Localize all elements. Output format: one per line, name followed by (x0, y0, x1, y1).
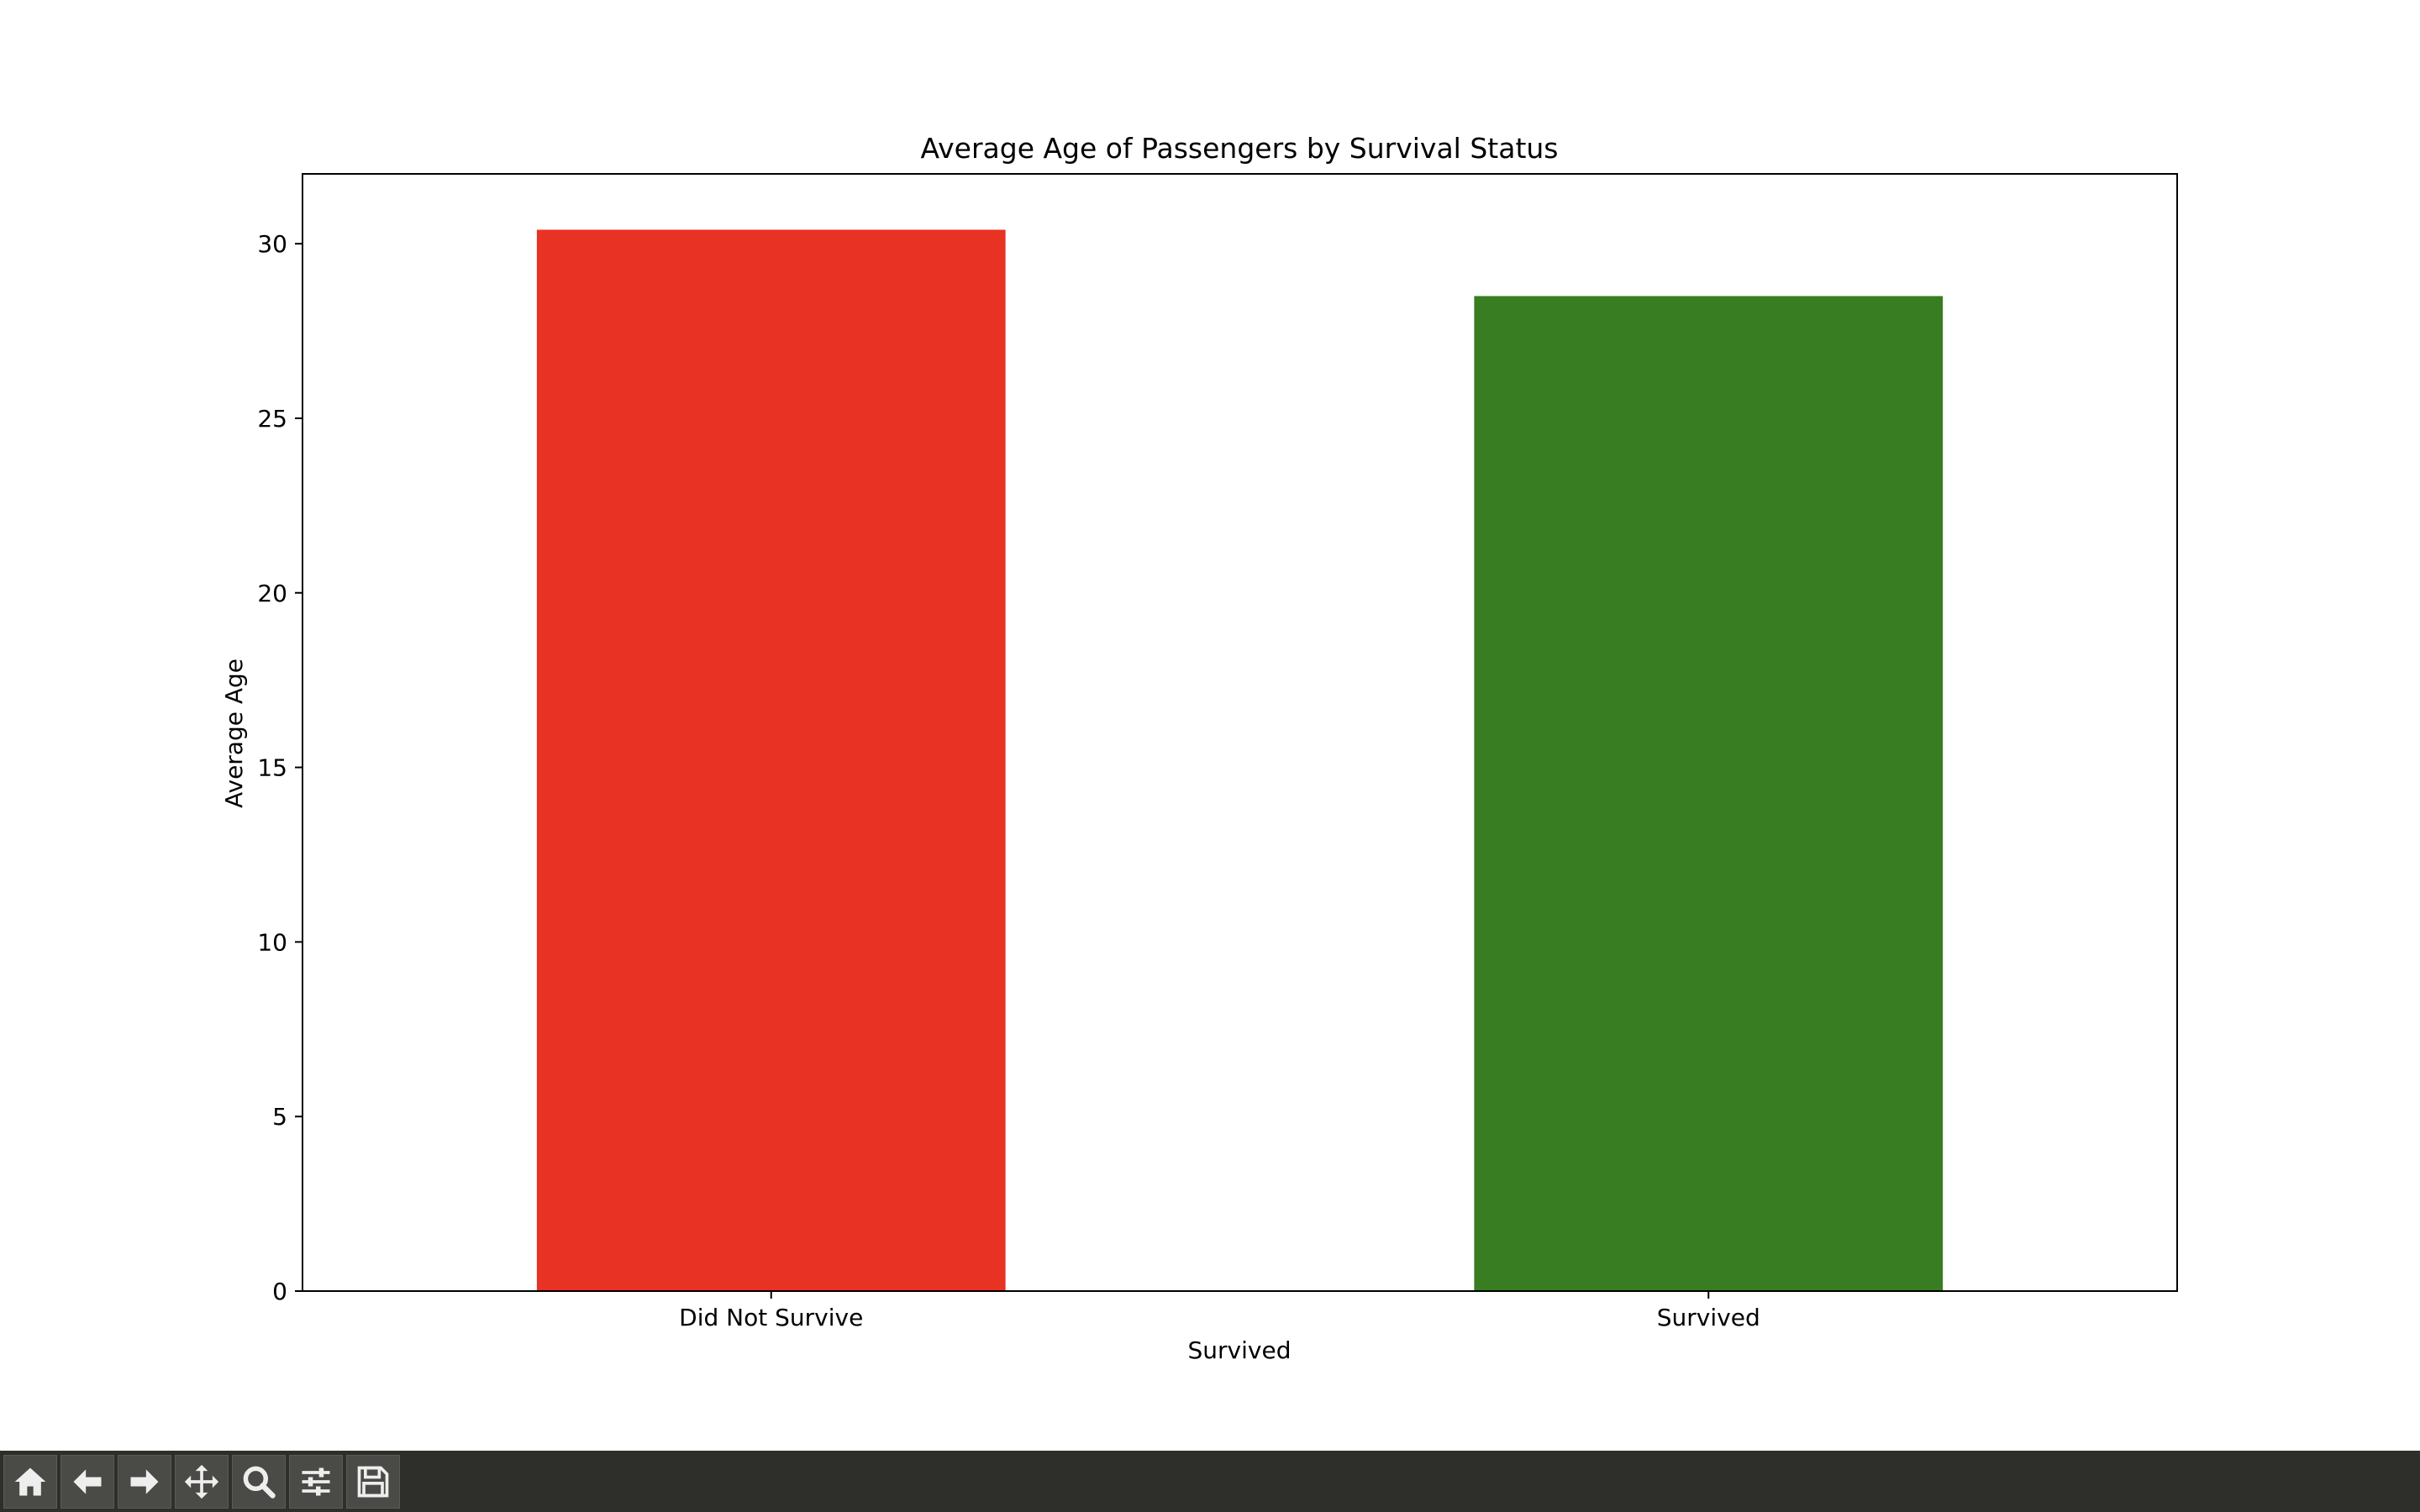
plot-frame (302, 173, 2178, 1292)
pan-icon (184, 1464, 219, 1499)
y-tick-label: 10 (257, 928, 287, 956)
chart-title: Average Age of Passengers by Survival St… (920, 132, 1558, 165)
y-axis-label: Average Age (220, 659, 248, 808)
x-tick-label: Survived (1657, 1304, 1760, 1331)
y-axis-ticks: 0 5 10 15 20 25 30 (257, 230, 302, 1305)
back-icon (73, 1468, 102, 1494)
bar-chart: Average Age of Passengers by Survival St… (220, 132, 2178, 1364)
save-icon (357, 1466, 389, 1497)
y-tick-label: 15 (257, 754, 287, 782)
y-tick-label: 5 (272, 1103, 287, 1131)
configure-subplots-button[interactable] (289, 1454, 343, 1509)
y-tick-label: 20 (257, 580, 287, 607)
x-tick-label: Did Not Survive (679, 1304, 863, 1331)
navigation-toolbar (0, 1451, 2420, 1512)
save-button[interactable] (346, 1454, 400, 1509)
bar-survived (1474, 296, 1944, 1291)
bars-layer (536, 229, 1944, 1291)
bar-did-not-survive (536, 229, 1006, 1291)
y-tick-label: 0 (272, 1278, 287, 1305)
back-button[interactable] (60, 1454, 114, 1509)
home-button[interactable] (3, 1454, 57, 1509)
x-axis-ticks: Did Not Survive Survived (679, 1291, 1760, 1331)
forward-button[interactable] (118, 1454, 171, 1509)
y-tick-label: 30 (257, 230, 287, 258)
home-icon (14, 1467, 46, 1495)
zoom-icon (243, 1466, 276, 1499)
figure-canvas: Average Age of Passengers by Survival St… (220, 132, 2178, 1364)
forward-icon (130, 1468, 159, 1494)
y-tick-label: 25 (257, 405, 287, 433)
zoom-button[interactable] (232, 1454, 286, 1509)
x-axis-label: Survived (1188, 1336, 1292, 1364)
sliders-icon (302, 1467, 330, 1495)
pan-button[interactable] (175, 1454, 229, 1509)
